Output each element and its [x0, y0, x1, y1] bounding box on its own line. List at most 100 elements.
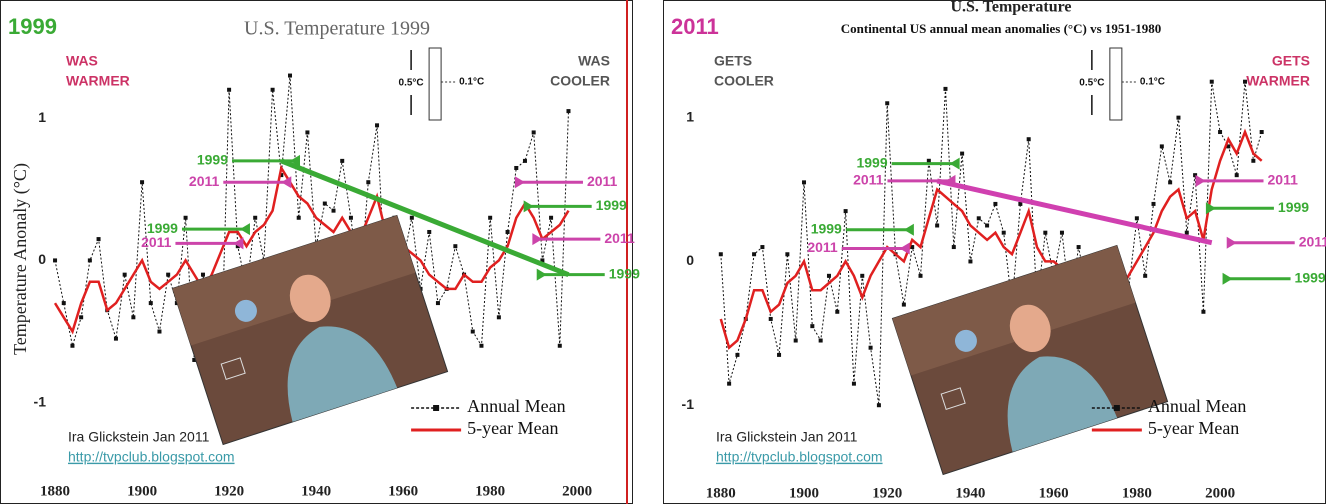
x-tick-label: 1940: [301, 483, 331, 499]
annual-point: [993, 201, 998, 206]
annual-point: [375, 123, 380, 128]
photo: [891, 244, 1169, 476]
annual-point: [235, 244, 240, 249]
annual-point: [1218, 130, 1223, 135]
annual-point: [1176, 115, 1181, 120]
chart-title: U.S. Temperature: [950, 0, 1071, 16]
annual-point: [131, 315, 136, 320]
annual-point: [1026, 137, 1031, 142]
annual-point: [826, 273, 831, 278]
annual-point: [843, 209, 848, 214]
annual-point: [868, 345, 873, 350]
x-tick-label: 1900: [789, 485, 819, 501]
annual-point: [427, 229, 432, 234]
photo-shirt: [1007, 356, 1118, 452]
annual-point: [96, 237, 101, 242]
x-tick-label: 1920: [872, 485, 902, 501]
annual-point: [910, 245, 915, 250]
arrow-head: [899, 242, 910, 255]
arrow-head: [945, 174, 956, 187]
photo-sketch: [220, 357, 246, 380]
annual-point: [918, 273, 923, 278]
five-year-mean-line: [719, 128, 1263, 350]
annual-point: [1184, 230, 1189, 235]
annual-point: [802, 180, 807, 185]
annual-point: [1243, 79, 1248, 84]
annual-point: [885, 101, 890, 106]
arrow-head: [1205, 202, 1216, 215]
arrow-label: 2011: [1268, 172, 1299, 188]
x-tick-label: 1980: [1122, 485, 1152, 501]
y-tick-label: 0: [686, 252, 694, 268]
arrow-label: 2011: [141, 234, 172, 250]
arrow-label: 1999: [197, 152, 228, 168]
annual-point: [140, 180, 145, 185]
corner-note: COOLER: [714, 73, 774, 89]
annual-point: [851, 381, 856, 386]
photo-head: [289, 274, 331, 323]
annual-point: [985, 223, 990, 228]
y-axis-label: Temperature Anonaly (°C): [10, 163, 31, 355]
annual-point: [348, 215, 353, 220]
annual-point: [148, 301, 153, 306]
arrow-head: [290, 154, 301, 167]
annual-point: [53, 258, 58, 263]
annual-point: [976, 216, 981, 221]
annual-point: [1234, 173, 1239, 178]
photo-wall: [172, 215, 416, 346]
arrow-head: [903, 223, 914, 236]
annual-point: [1251, 158, 1256, 163]
annual-mean-line: [720, 81, 1263, 406]
annual-point: [777, 352, 782, 357]
arrow-head: [514, 176, 525, 189]
legend-label: 5-year Mean: [467, 418, 558, 438]
annual-point: [288, 73, 293, 78]
annual-point: [270, 87, 275, 92]
annual-point: [860, 273, 865, 278]
arrow-head: [233, 237, 244, 250]
x-tick-label: 1940: [955, 485, 985, 501]
annual-point: [835, 309, 840, 314]
arrow-label: 2011: [853, 172, 884, 188]
annual-point: [1168, 180, 1173, 185]
annual-point: [470, 329, 475, 334]
corner-note: WARMER: [66, 73, 130, 89]
arrow-head: [1222, 272, 1233, 285]
annual-point: [505, 229, 510, 234]
annual-point: [200, 272, 205, 277]
legend-label: Annual Mean: [467, 396, 565, 416]
x-tick-label: 1880: [706, 485, 736, 501]
annual-point: [760, 245, 765, 250]
arrow-head: [949, 157, 960, 170]
five-year-mean-line: [53, 164, 570, 335]
corner-note: WARMER: [1246, 73, 1310, 89]
credit-url: http://tvpclub.blogspot.com: [716, 449, 883, 465]
scale-box: [1109, 47, 1123, 121]
annual-point: [113, 336, 118, 341]
annual-point: [557, 343, 562, 348]
annual-point: [366, 180, 371, 185]
annual-point: [951, 245, 956, 250]
annual-point: [727, 381, 732, 386]
annual-point: [305, 130, 310, 135]
arrow-label: 2011: [604, 230, 635, 246]
annual-mean-line: [54, 75, 569, 389]
chart-title: U.S. Temperature 1999: [244, 18, 430, 40]
x-tick-label: 1960: [388, 483, 418, 499]
scale-label: 0.5°C: [1079, 78, 1104, 89]
legend-label: 5-year Mean: [1148, 418, 1239, 438]
annual-point: [1151, 201, 1156, 206]
photo-globe: [954, 329, 977, 352]
arrow-head: [239, 223, 250, 236]
photo-sketch: [940, 387, 966, 410]
annual-point: [453, 244, 458, 249]
annual-point: [876, 403, 881, 408]
annual-point: [1201, 309, 1206, 314]
trend-line: [280, 158, 570, 277]
x-tick-label: 2000: [1205, 485, 1235, 501]
annual-point: [818, 338, 823, 343]
chart-subtitle: Continental US annual mean anomalies (°C…: [841, 21, 1161, 36]
arrow-head: [281, 176, 292, 189]
annual-point: [531, 130, 536, 135]
annual-point: [1226, 144, 1231, 149]
